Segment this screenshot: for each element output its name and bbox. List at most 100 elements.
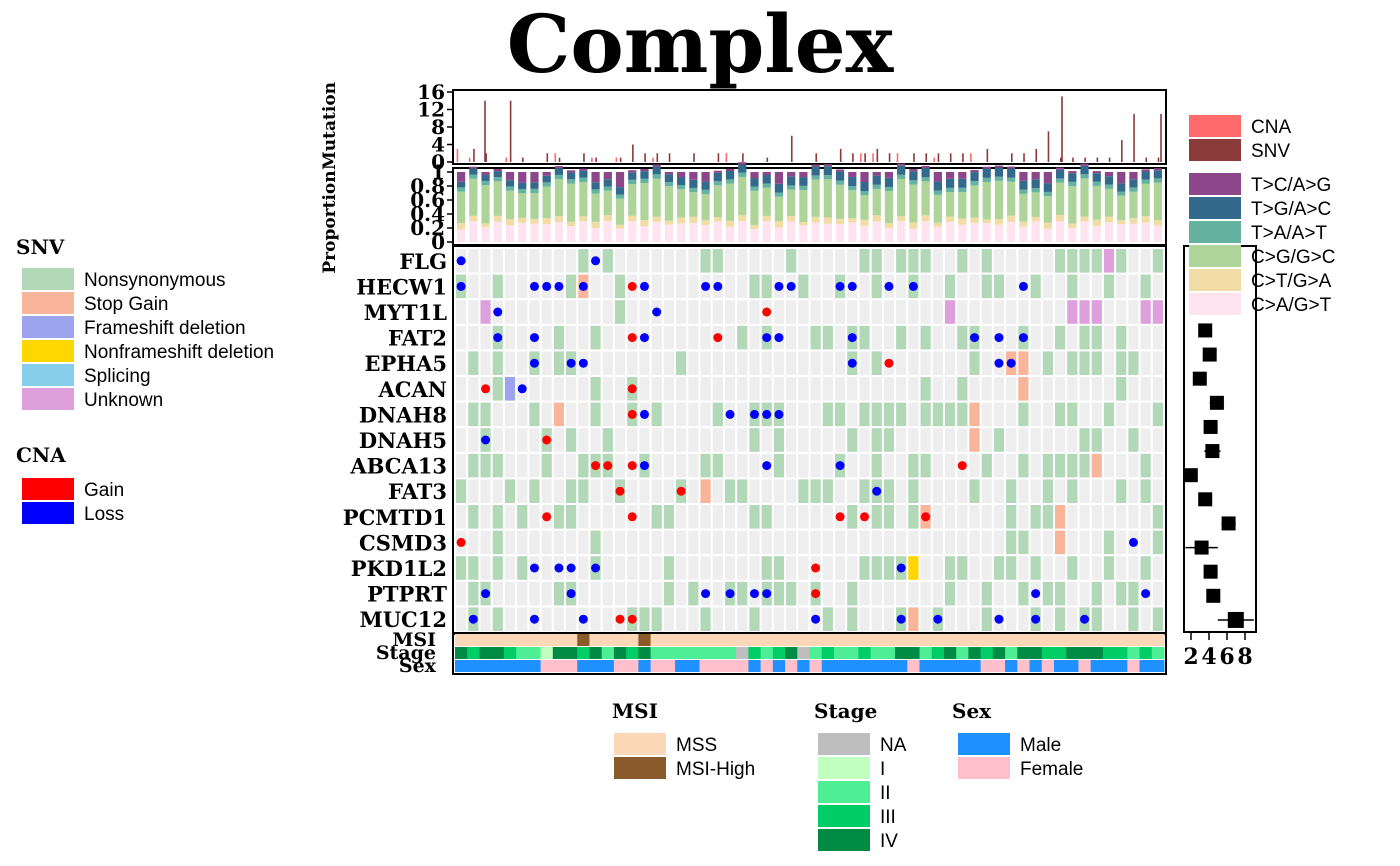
proportion-segment [1055, 221, 1065, 242]
proportion-segment [1117, 220, 1126, 225]
oncoprint-cell [859, 402, 870, 427]
proportion-segment [652, 222, 661, 242]
snv-legend-label: Stop Gain [84, 294, 169, 315]
oncoprint-cell [944, 607, 956, 631]
proportion-segment [469, 166, 478, 169]
track-cell [956, 660, 969, 672]
proportion-segment [958, 218, 967, 225]
proportion-segment [970, 170, 979, 173]
track-cell [711, 647, 725, 659]
msi-legend-label: MSS [676, 735, 717, 756]
oncoprint-cell [773, 377, 785, 401]
oncoprint-cell [553, 607, 565, 631]
track-cell [675, 660, 688, 672]
oncoprint-cell [834, 530, 846, 555]
track-cell [699, 647, 713, 659]
proportion-segment [469, 215, 478, 222]
oncoprint-cell [578, 581, 589, 606]
proportion-segment [518, 188, 527, 194]
oncoprint-cell [908, 530, 919, 555]
oncoprint-cell [566, 274, 577, 299]
proportion-segment [542, 175, 551, 183]
oncoprint-cell [724, 505, 736, 529]
proportion-segment [713, 185, 722, 218]
proportion-segment [1080, 174, 1089, 179]
proportion-segment [1153, 178, 1162, 183]
proportion-segment [530, 172, 539, 183]
track-cell [528, 634, 542, 646]
stage-legend-swatch [818, 757, 870, 779]
oncoprint-cell [883, 607, 895, 631]
oncoprint-cell [859, 556, 870, 580]
oncoprint-cell [1018, 249, 1029, 273]
oncoprint-cell [1116, 428, 1127, 452]
track-cell [589, 634, 603, 646]
track-cell [956, 647, 969, 659]
oncoprint-cell [627, 351, 638, 375]
cna-loss-dot [639, 333, 649, 343]
proportion-segment [1117, 172, 1126, 184]
oncoprint-cell [920, 581, 931, 606]
oncoprint-cell [761, 377, 772, 401]
proportion-segment [1043, 191, 1052, 197]
oncoprint-cell [932, 479, 943, 503]
proportion-segment [591, 182, 600, 190]
oncoprint-cell [712, 556, 723, 580]
oncoprint-cell [896, 377, 907, 401]
oncoprint-cell [1018, 556, 1029, 580]
oncoprint-cell [810, 402, 821, 427]
track-cell [785, 634, 798, 646]
gene-label: PCMTD1 [343, 505, 447, 530]
proportion-segment [1117, 183, 1126, 192]
oncoprint-cell [1018, 505, 1029, 529]
oncoprint-cell [700, 530, 711, 555]
proportion-segment [1043, 196, 1052, 223]
track-cell [821, 647, 835, 659]
oncoprint-cell [627, 428, 638, 452]
proportion-segment [677, 217, 686, 224]
oncoprint-cell [786, 351, 797, 375]
oncoprint-cell [834, 402, 846, 427]
proportion-segment [750, 178, 759, 187]
proportion-segment [689, 187, 698, 193]
track-cell [968, 660, 982, 672]
oncoprint-cell [676, 377, 687, 401]
oncoprint-cell [1054, 274, 1066, 299]
proportion-segment [848, 177, 857, 187]
proportion-segment [945, 216, 955, 222]
track-cell [895, 647, 908, 659]
oncoprint-cell [908, 402, 919, 427]
oncoprint-cell [1116, 505, 1127, 529]
oncoprint-cell [492, 274, 503, 299]
track-cell [833, 634, 847, 646]
oncoprint-cell [761, 556, 772, 580]
oncoprint-cell [517, 402, 528, 427]
oncoprint-cell [908, 428, 919, 452]
oncoprint-cell [798, 249, 809, 273]
proportion-segment [628, 221, 637, 242]
oncoprint-cell [969, 581, 980, 606]
oncoprint-cell [578, 453, 589, 478]
gene-label: ACAN [378, 377, 448, 402]
proportion-segment [872, 184, 881, 189]
right-legend-swatch [1189, 173, 1241, 195]
stat-point [1205, 444, 1220, 459]
cna-loss-dot [994, 333, 1004, 343]
track-cell [1005, 634, 1018, 646]
cna-gain-dot [811, 563, 821, 573]
stage-legend-swatch [818, 733, 870, 755]
cna-loss-dot [847, 281, 857, 291]
oncoprint-cell [724, 274, 736, 299]
oncoprint-cell [1006, 479, 1017, 503]
sex-legend-title: Sex [952, 699, 992, 723]
gene-label: PKD1L2 [351, 556, 447, 581]
oncoprint-cell [578, 556, 589, 580]
oncoprint-cell [529, 581, 540, 606]
track-cell [503, 647, 517, 659]
proportion-segment [530, 219, 539, 224]
proportion-segment [811, 216, 820, 223]
oncoprint-cell [1042, 607, 1053, 631]
snv-legend-swatch [22, 292, 74, 314]
mutation-axis-tick-label: 12 [417, 98, 445, 122]
oncoprint-cell [504, 249, 516, 273]
